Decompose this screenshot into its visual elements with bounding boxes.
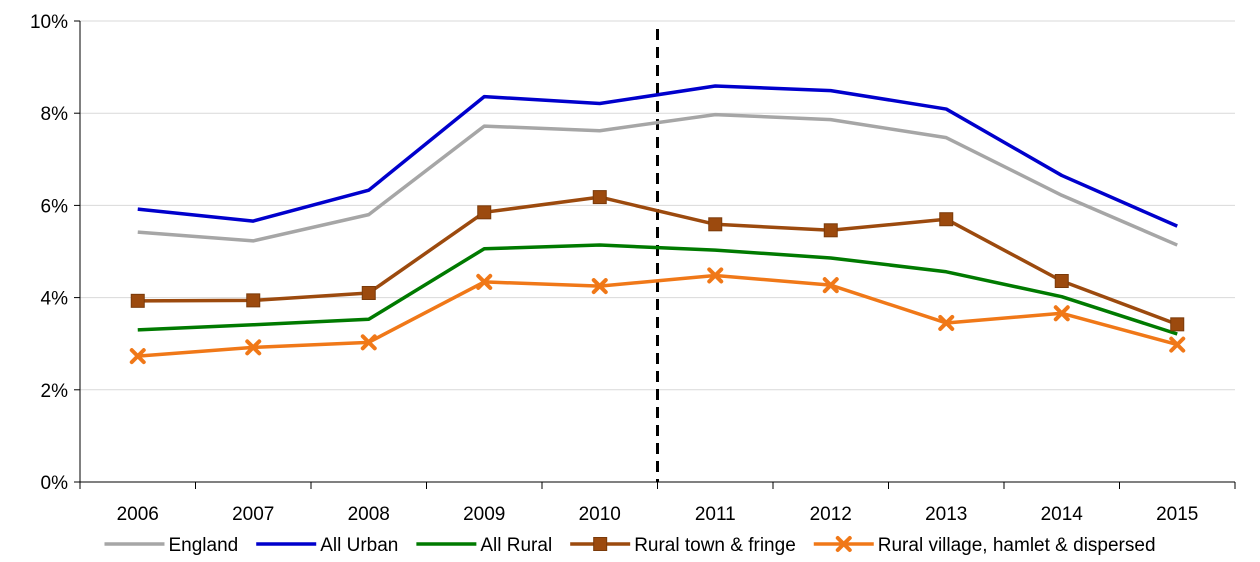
axes — [74, 20, 1236, 489]
x-tick-label: 2010 — [579, 504, 621, 525]
legend-label: Rural village, hamlet & dispersed — [878, 535, 1156, 556]
data-point-marker — [939, 212, 954, 227]
data-point-marker — [130, 293, 145, 308]
y-tick-label: 4% — [41, 289, 69, 310]
legend-marker — [835, 536, 852, 552]
x-tick-label: 2014 — [1041, 504, 1084, 525]
data-point-marker — [591, 278, 608, 295]
legend-item: Rural town & fringe — [570, 535, 796, 556]
legend-label: All Urban — [320, 535, 398, 556]
legend-label: All Rural — [480, 535, 552, 556]
series-lines — [137, 84, 1178, 358]
y-tick-label: 8% — [41, 104, 69, 125]
data-point-marker — [938, 314, 955, 331]
data-point-marker — [246, 293, 261, 308]
data-point-marker — [129, 348, 146, 365]
legend-item: All Rural — [416, 535, 552, 556]
data-point-marker — [1169, 336, 1186, 353]
x-tick-label: 2008 — [348, 504, 390, 525]
legend-item: Rural village, hamlet & dispersed — [813, 535, 1156, 556]
y-tick-label: 0% — [41, 473, 69, 494]
x-tick-label: 2011 — [695, 504, 736, 525]
series-line-rural-village-hamlet-dispersed — [137, 273, 1178, 358]
x-tick-label: 2015 — [1156, 504, 1198, 525]
y-tick-label: 2% — [41, 381, 69, 402]
data-point-marker — [360, 334, 377, 351]
gridlines — [80, 20, 1235, 391]
legend-item: All Urban — [256, 535, 398, 556]
series-line-all-urban — [137, 84, 1178, 228]
legend-label: England — [168, 535, 238, 556]
x-tick-label: 2013 — [925, 504, 967, 525]
x-tick-label: 2006 — [117, 504, 159, 525]
data-point-marker — [361, 285, 376, 300]
series-line-england — [137, 112, 1178, 247]
x-tick-label: 2009 — [463, 504, 505, 525]
data-point-marker — [477, 205, 492, 220]
series-line-rural-town-fringe — [137, 195, 1178, 326]
y-tick-labels: 0% 2% 4% 6% 8% 10% — [30, 12, 68, 494]
data-point-marker — [822, 277, 839, 294]
legend-label: Rural town & fringe — [634, 535, 796, 556]
x-tick-label: 2012 — [810, 504, 852, 525]
series-markers — [129, 190, 1186, 365]
data-point-marker — [1054, 274, 1069, 289]
legend: England All Urban All Rural Rural town & fr… — [104, 535, 1156, 556]
x-tick-labels: 2006 2007 2008 2009 2010 2011 2012 2013 2014 2015 — [117, 504, 1199, 525]
legend-item: England — [104, 535, 238, 556]
x-tick-label: 2007 — [232, 504, 274, 525]
data-point-marker — [245, 339, 262, 356]
data-point-marker — [823, 223, 838, 238]
series-line-all-rural — [137, 243, 1178, 336]
data-point-marker — [1053, 305, 1070, 322]
data-point-marker — [707, 267, 724, 284]
y-tick-label: 10% — [30, 12, 68, 33]
y-tick-label: 6% — [41, 196, 69, 217]
data-point-marker — [708, 217, 723, 232]
data-point-marker — [592, 190, 607, 205]
data-point-marker — [1170, 317, 1185, 332]
legend-marker — [593, 537, 608, 551]
data-point-marker — [476, 273, 493, 290]
